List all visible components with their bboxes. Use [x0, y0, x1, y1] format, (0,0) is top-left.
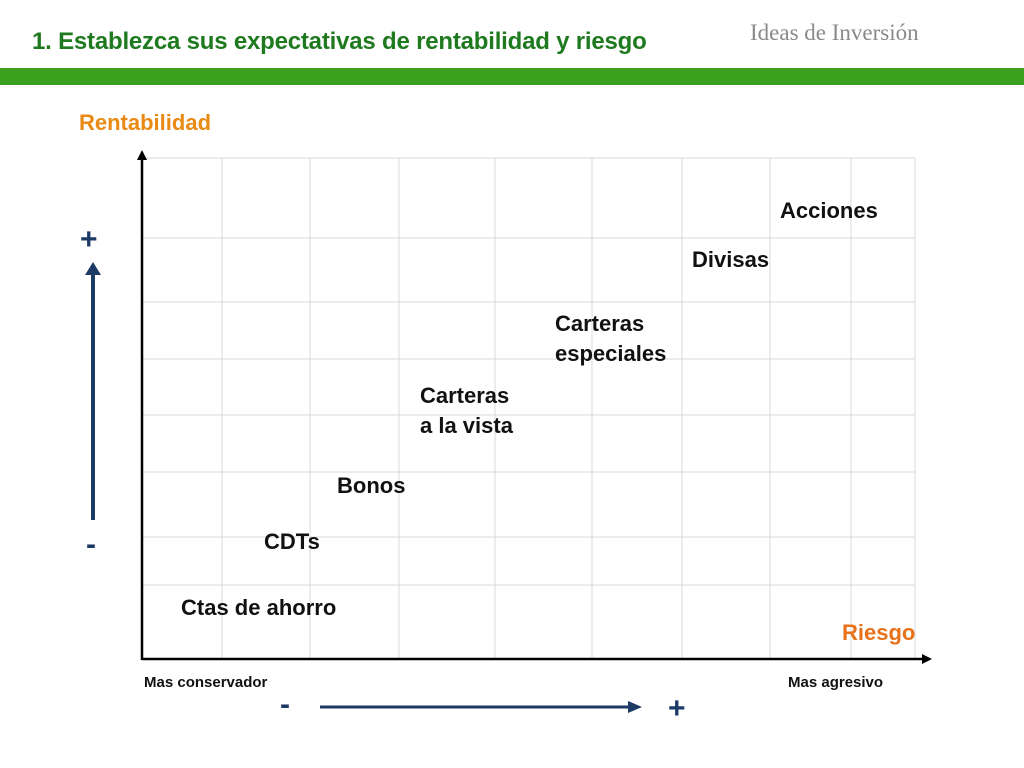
x-axis-label: Riesgo [842, 620, 916, 645]
investment-label-line: a la vista [420, 413, 513, 438]
risk-arrow-head [628, 701, 642, 713]
x-axis-arrowhead [922, 654, 932, 664]
investment-label-bonos: Bonos [337, 471, 405, 501]
return-minus-sign: - [86, 528, 96, 561]
investment-label-line: CDTs [264, 529, 320, 554]
investment-label-ctas-ahorro: Ctas de ahorro [181, 593, 336, 623]
y-axis-arrowhead [137, 150, 147, 160]
x-axis-caption-conservative: Mas conservador [144, 674, 268, 691]
investment-label-carteras-vista: Carteras a la vista [420, 381, 513, 441]
return-plus-sign: + [80, 223, 98, 256]
x-axis-caption-aggressive: Mas agresivo [788, 674, 884, 691]
investment-label-carteras-especiales: Carteras especiales [555, 309, 666, 369]
investment-label-line: Divisas [692, 247, 770, 272]
investment-label-line: Acciones [780, 198, 878, 223]
investment-label-line: Ctas de ahorro [181, 595, 337, 620]
y-axis-label: Rentabilidad [79, 110, 212, 135]
investment-label-line: Carteras [420, 383, 510, 408]
investment-label-line: especiales [555, 341, 667, 366]
return-arrow-head [85, 262, 101, 275]
investment-label-line: Carteras [555, 311, 645, 336]
risk-minus-sign: - [280, 688, 290, 721]
grid [142, 157, 916, 660]
slide-title: 1. Establezca sus expectativas de rentab… [32, 28, 647, 55]
investment-label-cdts: CDTs [264, 527, 320, 557]
title-divider-bar [0, 68, 1024, 85]
investment-label-divisas: Divisas [692, 245, 769, 275]
investment-label-line: Bonos [337, 473, 406, 498]
risk-plus-sign: + [668, 692, 686, 725]
brand-text: Ideas de Inversión [750, 20, 919, 45]
investment-label-acciones: Acciones [780, 196, 878, 226]
